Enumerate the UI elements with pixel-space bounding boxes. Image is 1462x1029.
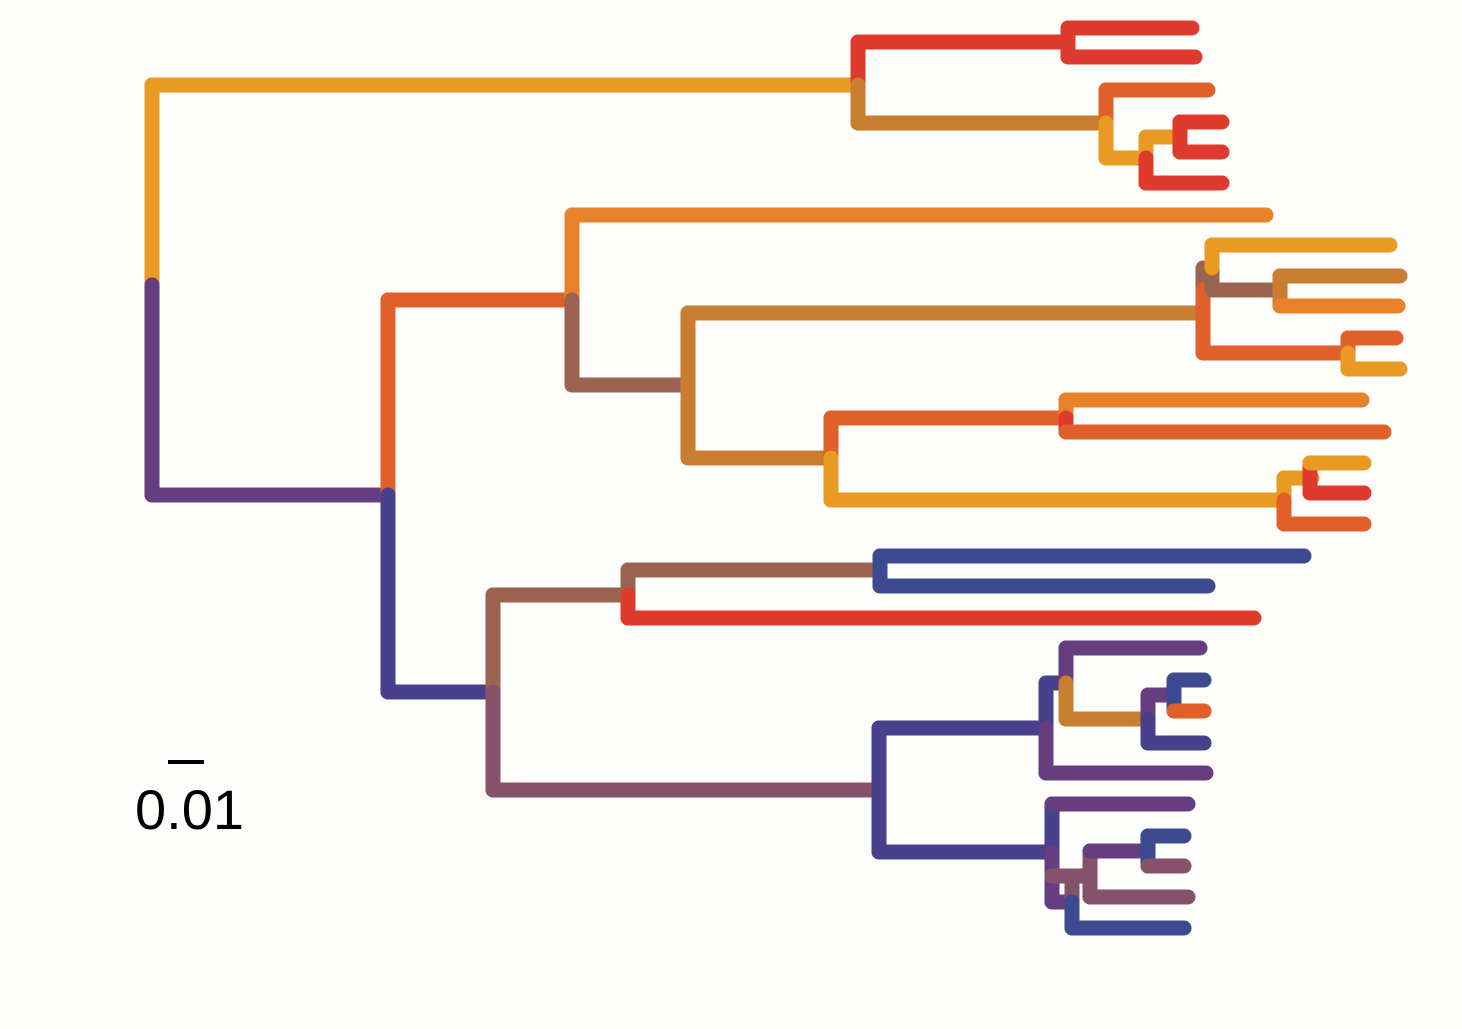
scale-label: 0.01 <box>135 778 244 841</box>
